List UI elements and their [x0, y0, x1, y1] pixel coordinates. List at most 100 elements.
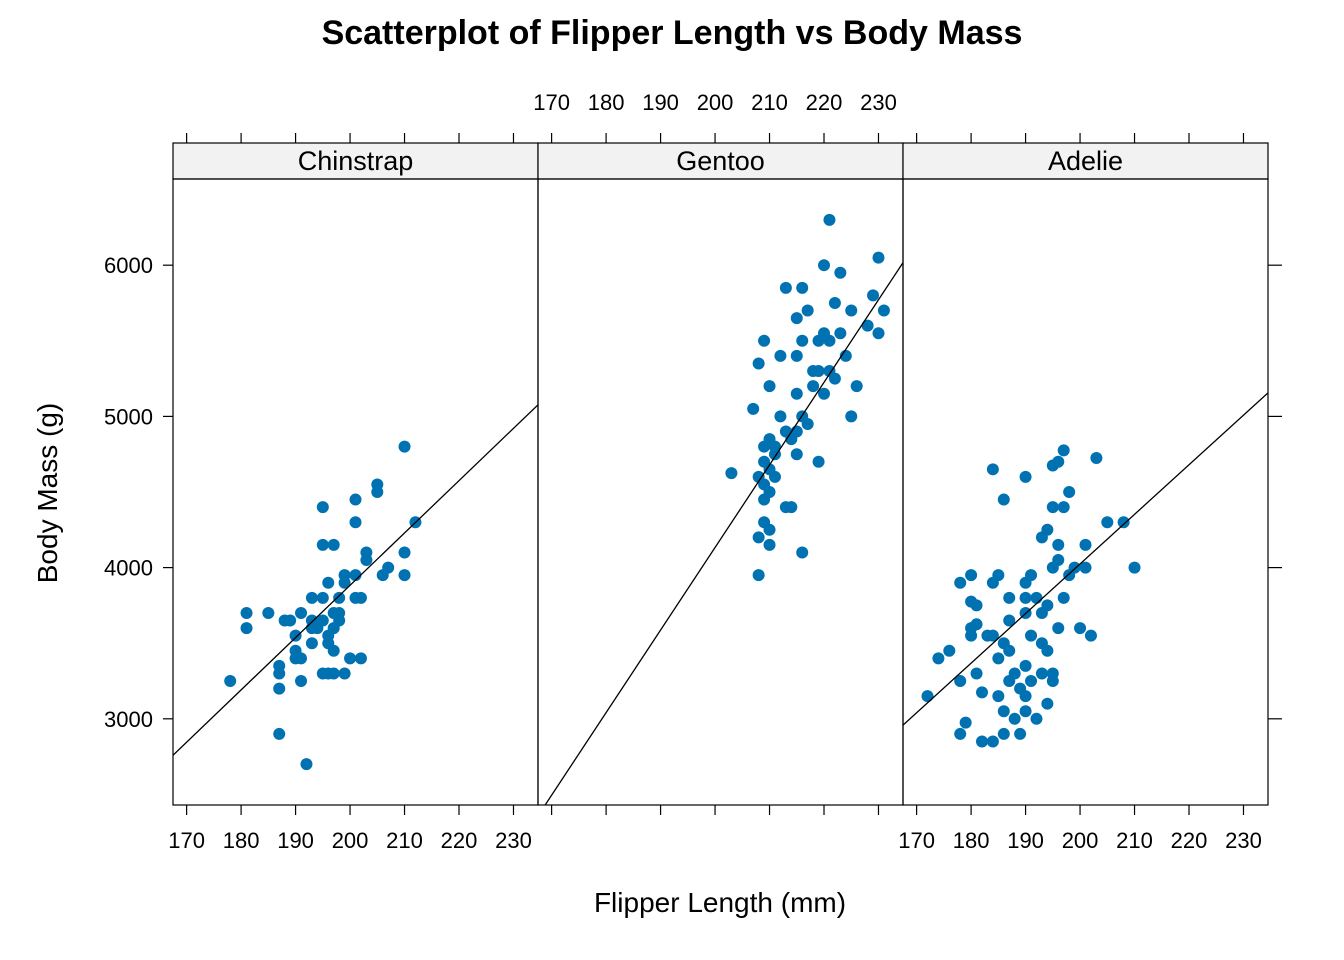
data-point — [785, 501, 798, 514]
data-point — [333, 606, 346, 619]
data-point — [867, 289, 880, 302]
data-point — [316, 538, 329, 551]
data-point — [790, 448, 803, 461]
data-point — [823, 213, 836, 226]
x-tick-label: 170 — [168, 828, 205, 853]
data-point — [954, 727, 967, 740]
x-tick-label-top: 200 — [697, 90, 734, 115]
data-point — [1079, 561, 1092, 574]
data-point — [295, 675, 308, 688]
data-point — [295, 652, 308, 665]
data-point — [1003, 644, 1016, 657]
data-point — [1090, 451, 1103, 464]
data-point — [796, 281, 809, 294]
x-tick-label-top: 230 — [860, 90, 897, 115]
x-tick-label-top: 210 — [751, 90, 788, 115]
data-point — [986, 463, 999, 476]
data-point — [1035, 667, 1048, 680]
x-tick-label: 180 — [223, 828, 260, 853]
data-point — [284, 614, 297, 627]
data-point — [725, 467, 738, 480]
data-point — [774, 349, 787, 362]
x-tick-label-top: 170 — [533, 90, 570, 115]
data-point — [997, 493, 1010, 506]
data-point — [752, 357, 765, 370]
x-tick-label: 190 — [277, 828, 314, 853]
data-point — [828, 296, 841, 309]
panel-border — [902, 178, 1269, 806]
data-point — [818, 387, 831, 400]
data-point — [1128, 561, 1141, 574]
data-point — [790, 312, 803, 325]
data-point — [997, 705, 1010, 718]
data-point — [774, 410, 787, 423]
panel-strip — [172, 142, 539, 180]
data-point — [1079, 538, 1092, 551]
data-point — [1046, 675, 1059, 688]
data-point — [305, 637, 318, 650]
data-point — [1041, 644, 1054, 657]
data-point — [240, 622, 253, 635]
x-tick-label: 210 — [386, 828, 423, 853]
data-point — [240, 606, 253, 619]
data-point — [970, 667, 983, 680]
x-tick-label: 200 — [1062, 828, 1099, 853]
panel-strip-label: Chinstrap — [298, 146, 414, 176]
data-point — [796, 334, 809, 347]
y-tick-label: 5000 — [104, 404, 153, 429]
data-point — [1046, 501, 1059, 514]
data-point — [316, 501, 329, 514]
data-point — [344, 652, 357, 665]
data-point — [398, 546, 411, 559]
data-point — [1052, 554, 1065, 567]
data-point — [1041, 697, 1054, 710]
data-point — [1008, 667, 1021, 680]
data-point — [986, 735, 999, 748]
data-point — [997, 727, 1010, 740]
data-point — [262, 606, 275, 619]
data-point — [1025, 629, 1038, 642]
data-point — [327, 538, 340, 551]
data-point — [801, 304, 814, 317]
data-point — [349, 569, 362, 582]
data-point — [360, 546, 373, 559]
data-point — [1003, 591, 1016, 604]
data-point — [1052, 455, 1065, 468]
data-point — [959, 716, 972, 729]
data-point — [1057, 591, 1070, 604]
data-point — [872, 327, 885, 340]
data-point — [273, 659, 286, 672]
data-point — [932, 652, 945, 665]
panel-border — [537, 178, 904, 806]
data-point — [338, 667, 351, 680]
chart-title: Scatterplot of Flipper Length vs Body Ma… — [322, 14, 1023, 52]
data-point — [1057, 501, 1070, 514]
data-point — [823, 334, 836, 347]
data-point — [1068, 561, 1081, 574]
data-point — [333, 591, 346, 604]
data-point — [1084, 629, 1097, 642]
data-point — [872, 251, 885, 264]
data-point — [1003, 614, 1016, 627]
data-point — [763, 538, 776, 551]
data-point — [316, 614, 329, 627]
data-point — [812, 365, 825, 378]
x-axis-label: Flipper Length (mm) — [594, 887, 846, 918]
panel-gentoo: Gentoo 170 180 190 200 210 220 230 — [533, 90, 904, 815]
data-point — [828, 372, 841, 385]
data-point — [1014, 727, 1027, 740]
panel-strip-label: Gentoo — [676, 146, 765, 176]
data-point — [970, 618, 983, 631]
panel-strip-label: Adelie — [1048, 146, 1123, 176]
data-point — [992, 652, 1005, 665]
y-axis-label: Body Mass (g) — [32, 403, 63, 584]
data-point — [1052, 622, 1065, 635]
panel-points — [725, 213, 890, 582]
regression-line — [903, 392, 1268, 726]
data-point — [1117, 516, 1130, 529]
data-point — [768, 470, 781, 483]
regression-line — [173, 404, 538, 756]
panel-border — [172, 178, 539, 806]
data-point — [763, 380, 776, 393]
data-point — [382, 561, 395, 574]
